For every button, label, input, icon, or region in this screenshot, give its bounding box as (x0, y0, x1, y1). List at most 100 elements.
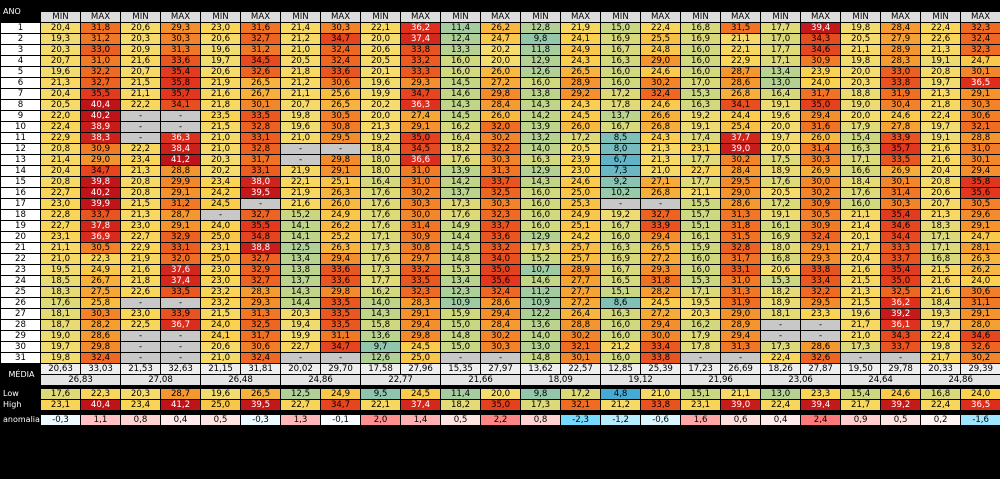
max-subheader: MAX (960, 11, 1000, 23)
min-value-cell: 22,8 (40, 209, 81, 221)
day-label: 10 (0, 121, 41, 133)
min-subheader: MIN (520, 11, 562, 23)
anomalia-min-cell: 0,5 (440, 414, 482, 426)
month-header-12: Dezembro (920, 0, 1000, 12)
min-value-cell: 22,1 (360, 22, 402, 34)
max-value-cell: 39,0 (720, 143, 762, 155)
min-value-cell: 6,7 (600, 154, 642, 166)
max-value-cell: 30,3 (880, 198, 922, 210)
low-max-cell: 21,1 (720, 388, 762, 400)
high-max-cell: 40,4 (80, 399, 121, 411)
max-value-cell: 28,4 (880, 22, 922, 34)
max-value-cell: 29,2 (560, 88, 602, 100)
day-label: 22 (0, 253, 41, 265)
min-value-cell: 23,0 (120, 220, 161, 232)
min-value-cell: 16,0 (600, 66, 642, 78)
min-subheader: MIN (920, 11, 962, 23)
min-value-cell: 16,0 (600, 231, 642, 243)
max-value-cell: 33,5 (400, 275, 442, 287)
high-max-cell: 39,0 (720, 399, 762, 411)
max-value-cell: 29,6 (960, 209, 1000, 221)
min-value-cell: 18,4 (360, 143, 402, 155)
max-value-cell: 30,1 (560, 352, 602, 364)
max-value-cell: 25,1 (320, 176, 362, 188)
max-value-cell: 30,9 (800, 220, 842, 232)
max-value-cell: 30,3 (480, 154, 522, 166)
max-value-cell: 31,2 (159, 198, 202, 210)
max-value-cell: 28,3 (400, 297, 442, 309)
min-value-cell: 16,5 (600, 275, 642, 287)
max-value-cell: 29,8 (480, 88, 522, 100)
min-value-cell: 20,4 (40, 22, 81, 34)
max-value-cell: 32,3 (400, 286, 442, 298)
anomalia-min-cell: 0,9 (840, 414, 882, 426)
min-value-cell: 16,8 (760, 253, 802, 265)
min-value-cell: 22,9 (40, 132, 81, 144)
max-value-cell: 34,4 (880, 231, 922, 243)
anomalia-max-cell: -1,6 (960, 414, 1000, 426)
max-subheader: MAX (159, 11, 202, 23)
min-value-cell: 14,9 (440, 220, 482, 232)
max-value-cell: 28,4 (480, 99, 522, 111)
max-value-cell: 31,7 (240, 154, 282, 166)
table-row: 8 20,5 40,4 22,2 34,1 21,8 30,1 20,7 26,5 20,2 36,… (0, 99, 1000, 111)
max-value-cell: 24,6 (640, 66, 682, 78)
min-value-cell: 22,9 (120, 242, 161, 254)
min-value-cell: - (120, 352, 161, 364)
max-value-cell: 32,4 (240, 352, 282, 364)
min-value-cell: 21,3 (40, 77, 81, 89)
min-value-cell: 12,9 (520, 165, 562, 177)
min-value-cell: 16,0 (440, 55, 482, 67)
table-row: 11 22,9 38,3-36,3 21,0 33,1 21,0 29,5 19,2 35,0 1… (0, 132, 1000, 144)
min-value-cell: 19,1 (760, 209, 802, 221)
max-value-cell: 31,4 (880, 187, 922, 199)
min-value-cell: 16,0 (680, 253, 722, 265)
max-value-cell: 32,4 (320, 44, 362, 56)
max-subheader: MAX (880, 11, 922, 23)
min-value-cell: 17,7 (680, 154, 722, 166)
max-value-cell: 32,8 (240, 143, 282, 155)
max-value-cell: 26,0 (480, 66, 522, 78)
max-value-cell: 26,8 (640, 187, 682, 199)
max-value-cell: 24,0 (800, 77, 842, 89)
min-value-cell: 22,7 (40, 187, 81, 199)
min-value-cell: 13,9 (520, 121, 562, 133)
min-value-cell: 21,9 (280, 187, 322, 199)
low-max-cell: 26,5 (240, 388, 282, 400)
min-value-cell: 15,5 (680, 198, 722, 210)
max-value-cell: 32,2 (800, 286, 842, 298)
min-value-cell: 20,3 (40, 44, 81, 56)
min-value-cell: 17,6 (360, 209, 402, 221)
day-label: 26 (0, 297, 41, 309)
min-value-cell: 21,3 (920, 88, 962, 100)
max-value-cell: 26,7 (80, 275, 121, 287)
min-value-cell: 24,0 (200, 220, 242, 232)
min-value-cell: 17,3 (760, 341, 802, 353)
max-value-cell: 29,5 (800, 297, 842, 309)
min-value-cell: 23,4 (120, 154, 161, 166)
day-label: 31 (0, 352, 41, 364)
max-value-cell: 29,8 (400, 330, 442, 342)
max-value-cell: 41,2 (159, 154, 202, 166)
min-value-cell: 14,5 (440, 242, 482, 254)
max-value-cell: 31,8 (80, 22, 121, 34)
media-min-cell: 17,23 (680, 363, 722, 375)
table-row: 24 18,5 26,7 21,8 37,4 23,0 32,7 13,7 33,6 17,7 33… (0, 275, 1000, 287)
max-value-cell: 22,4 (640, 22, 682, 34)
max-value-cell: 20,0 (480, 55, 522, 67)
min-value-cell: 16,6 (840, 165, 882, 177)
min-value-cell: 17,6 (440, 154, 482, 166)
max-value-cell: 31,2 (240, 44, 282, 56)
month-header-5: Maio (360, 0, 442, 12)
max-value-cell: - (800, 330, 842, 342)
min-value-cell: 19,2 (360, 132, 402, 144)
min-value-cell: 20,6 (120, 22, 161, 34)
min-value-cell: 22,2 (120, 143, 161, 155)
max-value-cell: 33,8 (880, 77, 922, 89)
max-value-cell: 35,6 (960, 187, 1000, 199)
high-min-cell: 23,4 (120, 399, 161, 411)
max-value-cell: - (159, 121, 202, 133)
min-value-cell: - (760, 319, 802, 331)
anomalia-max-cell: 1,1 (80, 414, 121, 426)
max-value-cell: 34,7 (320, 33, 362, 45)
